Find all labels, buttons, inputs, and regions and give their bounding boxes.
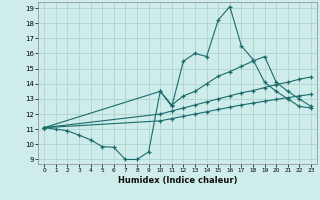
X-axis label: Humidex (Indice chaleur): Humidex (Indice chaleur) (118, 176, 237, 185)
